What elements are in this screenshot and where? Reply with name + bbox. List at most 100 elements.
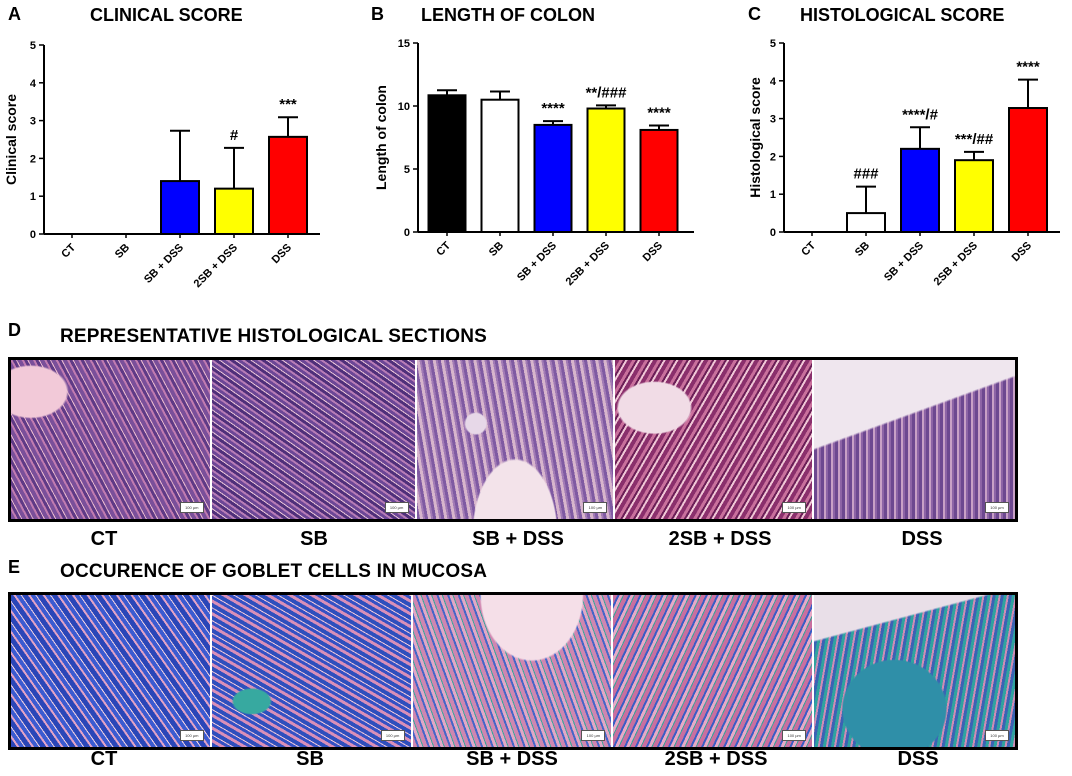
bar [586, 107, 626, 233]
goblet-image-sb-dss: 100 µm [412, 595, 614, 747]
scale-bar: 100 µm [384, 502, 409, 513]
goblet-caption-2sb-dss: 2SB + DSS [664, 748, 768, 770]
y-tick-label: 0 [30, 229, 36, 241]
significance-label: **** [647, 105, 671, 122]
goblet-image-ct: 100 µm [11, 595, 212, 747]
scale-bar: 100 µm [581, 730, 606, 741]
x-tick-label: SB [113, 242, 132, 261]
goblet-image-sb: 100 µm [211, 595, 413, 747]
bar-charts: A B C CLINICAL SCORE Clinical score 0 1 2 3 4 5… [3, 4, 1060, 290]
histology-image-sb-dss: 100 µm [416, 360, 616, 519]
bar [160, 180, 200, 235]
y-tick-label: 4 [770, 76, 777, 88]
y-tick-label: 5 [404, 164, 410, 176]
significance-label: # [230, 127, 239, 144]
significance-label: ### [853, 166, 879, 183]
x-tick-label: 2SB + DSS [192, 242, 240, 290]
histology-image-ct: 100 µm [11, 360, 212, 519]
scale-bar: 100 µm [984, 730, 1009, 741]
bar [639, 128, 679, 233]
goblet-image-strip: 100 µm 100 µm 100 µm 100 µm 100 µm [8, 592, 1018, 750]
scale-bar: 100 µm [782, 502, 807, 513]
goblet-image-2sb-dss: 100 µm [613, 595, 815, 747]
goblet-caption-dss: DSS [897, 748, 939, 770]
histology-section-title: REPRESENTATIVE HISTOLOGICAL SECTIONS [60, 326, 488, 347]
bar [268, 135, 308, 236]
x-tick-label: SB + DSS [142, 242, 186, 286]
panel-letter-e: E [8, 557, 21, 577]
y-axis-label: Length of colon [373, 85, 389, 190]
histology-image-sb: 100 µm [211, 360, 417, 519]
y-tick-label: 1 [770, 189, 776, 201]
bar [846, 212, 886, 234]
histology-caption-sb: SB [300, 528, 328, 550]
panel-letter-d: D [8, 320, 21, 340]
y-tick-label: 1 [30, 191, 36, 203]
y-tick-label: 5 [30, 40, 36, 52]
significance-label: **/### [586, 84, 628, 101]
chart-title: CLINICAL SCORE [90, 5, 243, 25]
y-tick-label: 2 [30, 153, 36, 165]
bar [1008, 107, 1048, 233]
x-tick-label: SB + DSS [882, 240, 926, 284]
x-tick-label: DSS [641, 240, 665, 264]
bar [480, 98, 520, 233]
chart-histological-score: HISTOLOGICAL SCORE Histological score 0 1 2 3… [747, 5, 1060, 288]
histology-caption-2sb-dss: 2SB + DSS [668, 528, 772, 550]
goblet-captions: CT SB SB + DSS 2SB + DSS DSS [0, 748, 1072, 776]
significance-label: **** [1016, 59, 1040, 76]
x-tick-label: DSS [1010, 240, 1034, 264]
x-tick-label: SB [853, 240, 872, 259]
histology-caption-dss: DSS [901, 528, 943, 550]
chart-title: LENGTH OF COLON [421, 5, 595, 25]
y-axis-label: Clinical score [3, 94, 19, 185]
y-tick-label: 10 [398, 101, 410, 113]
chart-title: HISTOLOGICAL SCORE [800, 5, 1004, 25]
significance-label: **** [541, 100, 565, 117]
y-tick-label: 5 [770, 38, 776, 50]
histology-captions: CT SB SB + DSS 2SB + DSS DSS [0, 528, 1072, 556]
y-axis-label: Histological score [747, 77, 763, 198]
histology-caption-sb-dss: SB + DSS [472, 528, 564, 550]
significance-label: ****/# [902, 106, 939, 123]
x-tick-label: SB [487, 240, 506, 259]
scale-bar: 100 µm [380, 730, 405, 741]
panel-letter-b: B [371, 4, 384, 24]
x-tick-label: DSS [270, 242, 294, 266]
x-tick-label: CT [799, 239, 818, 258]
x-tick-label: CT [59, 241, 78, 260]
significance-label: *** [279, 96, 297, 113]
scale-bar: 100 µm [984, 502, 1009, 513]
panel-letter-c: C [748, 4, 761, 24]
goblet-caption-ct: CT [90, 748, 118, 770]
chart-length-of-colon: LENGTH OF COLON Length of colon 0 5 10 15 CT SB… [373, 5, 694, 288]
panel-letter-a: A [8, 4, 21, 24]
x-tick-label: SB + DSS [515, 240, 559, 284]
scale-bar: 100 µm [179, 730, 204, 741]
bar [533, 123, 573, 233]
bar [214, 187, 254, 235]
scale-bar: 100 µm [179, 502, 204, 513]
goblet-caption-sb-dss: SB + DSS [466, 748, 558, 770]
goblet-section-title: OCCURENCE OF GOBLET CELLS IN MUCOSA [60, 561, 488, 582]
y-tick-label: 0 [770, 227, 776, 239]
y-tick-label: 3 [770, 114, 776, 126]
x-tick-label: 2SB + DSS [564, 240, 612, 288]
chart-clinical-score: CLINICAL SCORE Clinical score 0 1 2 3 4 5 CT SB SB… [3, 5, 320, 290]
y-tick-label: 2 [770, 151, 776, 163]
histology-image-2sb-dss: 100 µm [615, 360, 815, 519]
goblet-image-dss: 100 µm [814, 595, 1015, 747]
y-tick-label: 15 [398, 38, 410, 50]
histology-image-dss: 100 µm [814, 360, 1015, 519]
y-tick-label: 0 [404, 227, 410, 239]
scale-bar: 100 µm [583, 502, 608, 513]
y-tick-label: 3 [30, 116, 36, 128]
histology-image-strip: 100 µm 100 µm 100 µm 100 µm 100 µm [8, 357, 1018, 522]
bar [427, 94, 467, 234]
scale-bar: 100 µm [782, 730, 807, 741]
histology-caption-ct: CT [90, 528, 118, 550]
y-tick-label: 4 [30, 78, 37, 90]
goblet-caption-sb: SB [296, 748, 324, 770]
bar [954, 159, 994, 233]
x-tick-label: CT [434, 239, 453, 258]
